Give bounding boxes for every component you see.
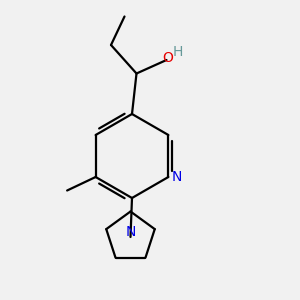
Text: H: H	[173, 46, 183, 59]
Text: N: N	[172, 170, 182, 184]
Text: O: O	[163, 52, 173, 65]
Text: N: N	[125, 225, 136, 238]
